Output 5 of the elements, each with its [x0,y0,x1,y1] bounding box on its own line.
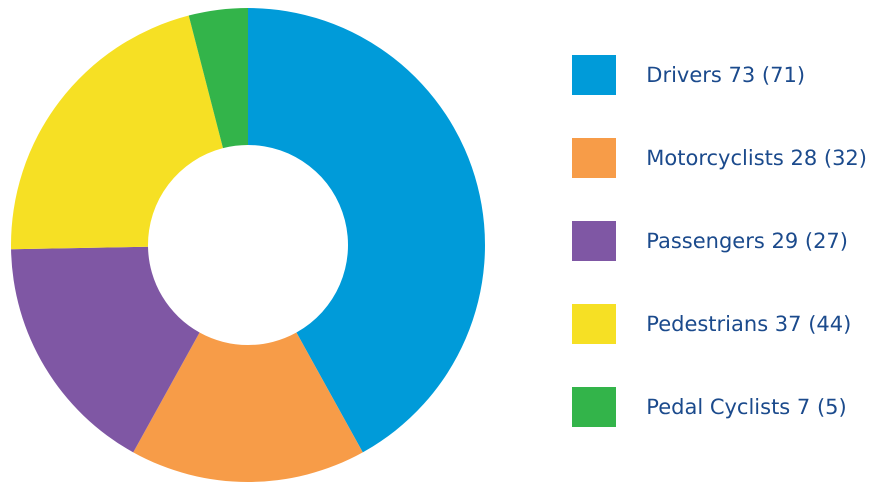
legend-label: Passengers 29 (27) [646,229,848,253]
legend-label: Drivers 73 (71) [646,63,806,87]
legend-label: Pedal Cyclists 7 (5) [646,395,847,419]
legend-label: Motorcyclists 28 (32) [646,146,867,170]
legend-label: Pedestrians 37 (44) [646,312,852,336]
